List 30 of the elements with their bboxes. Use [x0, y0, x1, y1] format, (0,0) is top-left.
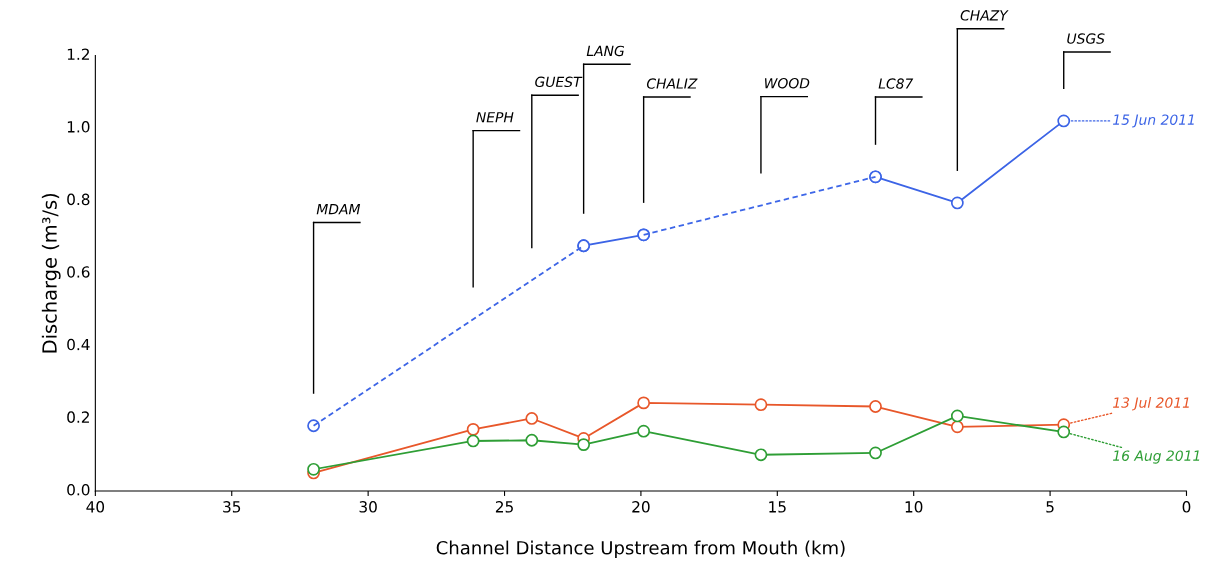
annotation: CHALIZ: [646, 78, 698, 89]
legend-label: 15 Jun 2011: [1113, 114, 1194, 128]
x-tick-label: 35: [223, 501, 241, 513]
text: 13 Jul 2011: [1113, 397, 1189, 411]
x-tick-label: 15: [769, 501, 786, 513]
annotation: GUEST: [535, 76, 583, 88]
text: USGS: [1067, 33, 1105, 44]
y-axis-title: Discharge (m³/s): [41, 193, 61, 353]
annotation: LC87: [878, 78, 914, 89]
x-tick-label: 25: [495, 501, 513, 513]
y-tick-label: 0.6: [67, 266, 90, 278]
y-tick-label: 1.2: [67, 48, 89, 60]
annotation: MDAM: [316, 204, 361, 215]
x-tick-label: 20: [632, 501, 650, 513]
y-tick-label: 1.0: [67, 121, 90, 133]
x-tick-label: 0: [1182, 501, 1191, 513]
y-tick-label: 0.8: [67, 193, 90, 206]
text: 16 Aug 2011: [1113, 450, 1200, 464]
annotation: NEPH: [476, 112, 514, 123]
x-tick-label: 40: [86, 501, 105, 513]
annotation: LANG: [586, 45, 625, 57]
x-tick-label: 10: [905, 501, 923, 513]
x-tick-label: 5: [1046, 501, 1054, 513]
x-axis-title: Channel Distance Upstream from Mouth (km): [436, 540, 845, 559]
y-tick-label: 0.0: [67, 483, 90, 496]
x-tick-label: 30: [359, 501, 377, 513]
y-tick-label: 0.4: [67, 338, 90, 351]
annotation: WOOD: [765, 77, 810, 89]
text: CHAZY: [960, 10, 1009, 21]
y-tick-label: 0.2: [67, 411, 89, 423]
